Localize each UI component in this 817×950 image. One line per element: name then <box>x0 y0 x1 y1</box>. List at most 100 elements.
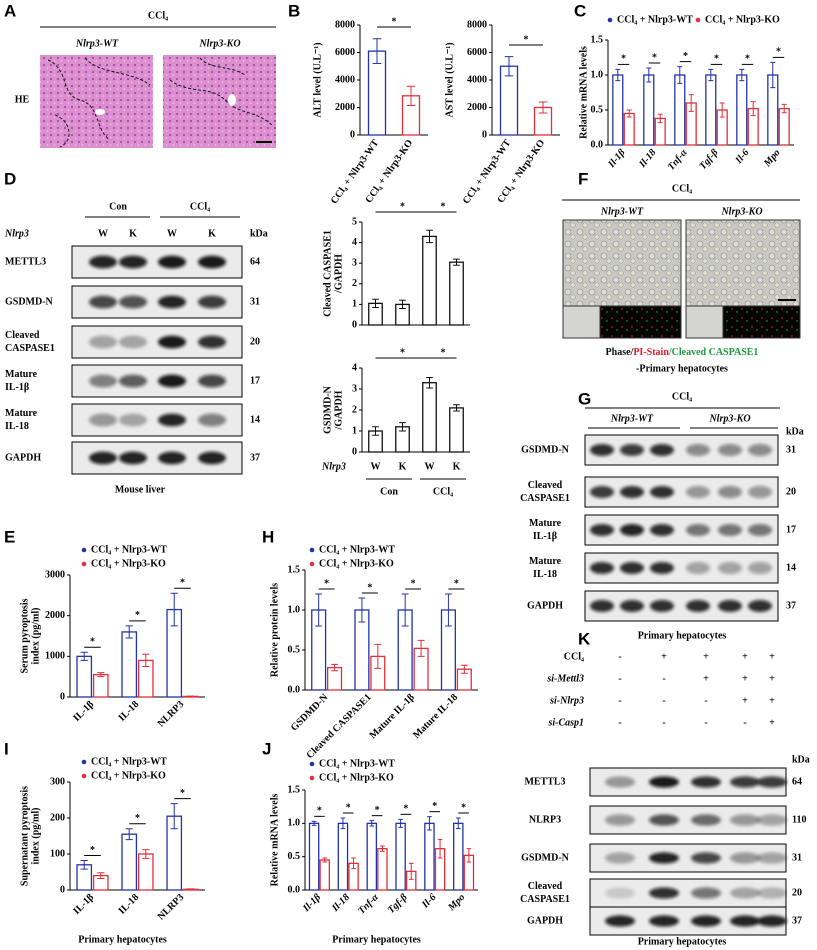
band <box>718 600 742 612</box>
row-label: IL-18 <box>5 421 29 432</box>
bar <box>319 859 330 891</box>
row-label: HE <box>15 94 30 105</box>
band <box>686 562 710 574</box>
condition-label: si-Casp1 <box>547 717 584 728</box>
error-bar <box>750 101 756 117</box>
error-bar <box>311 820 317 826</box>
significance-label: * <box>776 47 781 58</box>
row-label: Cleaved <box>5 330 40 341</box>
condition-label: si-Nlrp3 <box>549 695 584 706</box>
kda-unit: kDa <box>792 754 810 765</box>
band <box>730 915 760 927</box>
band <box>718 524 742 536</box>
error-bar <box>460 664 468 674</box>
band <box>748 600 772 612</box>
kda-value: 20 <box>250 336 260 347</box>
error-bar <box>187 888 195 891</box>
error-bar <box>426 376 433 389</box>
y-tick-label: 1.0 <box>591 69 604 80</box>
condition-mark: + <box>703 673 709 684</box>
band <box>89 295 117 309</box>
error-bar <box>80 859 88 870</box>
kda-value: 37 <box>786 600 796 611</box>
band <box>718 444 742 456</box>
band <box>650 486 674 498</box>
group-label: CCl₄ <box>433 486 453 497</box>
histology-image <box>40 55 153 148</box>
row-label: Mature <box>5 369 38 380</box>
x-tick-label: Mpo <box>445 892 467 914</box>
significance-label: * <box>400 347 405 358</box>
band <box>158 255 186 269</box>
band <box>119 335 147 349</box>
condition-mark: + <box>769 695 775 706</box>
bar <box>137 853 154 891</box>
band <box>89 335 117 349</box>
band <box>89 255 117 269</box>
band <box>686 486 710 498</box>
error-bar <box>646 67 652 83</box>
band <box>119 451 147 465</box>
row-label: NLRP3 <box>529 814 561 825</box>
vessel <box>95 109 105 115</box>
lane-label: K <box>208 228 216 239</box>
band <box>757 776 787 788</box>
significance-label: * <box>714 54 719 65</box>
x-tick-label: Il-6 <box>733 147 752 166</box>
x-tick-label: NLRP3 <box>156 699 187 730</box>
y-tick-label: 1.5 <box>288 784 301 795</box>
group-label: CCl₄ <box>190 201 210 212</box>
kda-value: 31 <box>792 852 802 863</box>
bar <box>395 822 406 891</box>
condition-mark: - <box>618 651 621 662</box>
vessel <box>228 94 236 106</box>
significance-label: * <box>367 582 372 593</box>
caption-part: /Cleaved CASPASE1 <box>668 347 759 358</box>
row-label: GSDMD-N <box>521 852 570 863</box>
y-tick-label: 0 <box>352 446 357 457</box>
bar <box>308 822 320 891</box>
bar <box>92 673 109 698</box>
condition-label: si-Mettl3 <box>546 673 584 684</box>
error-bar <box>399 422 406 432</box>
y-axis-label: ALT level (U.L⁻¹) <box>312 42 323 117</box>
error-bar <box>97 672 105 678</box>
error-bar <box>626 109 632 118</box>
legend-marker <box>309 775 315 781</box>
band <box>691 887 721 899</box>
band <box>605 814 635 826</box>
error-bar <box>142 653 150 667</box>
error-bar <box>719 102 725 118</box>
error-bar <box>408 862 414 880</box>
column-label: Nlrp3-WT <box>600 206 644 217</box>
row-label: METTL3 <box>5 256 46 267</box>
band <box>158 374 186 388</box>
row-label: GAPDH <box>527 915 563 926</box>
band <box>198 295 226 309</box>
error-bar <box>437 838 443 859</box>
condition-mark: + <box>661 651 667 662</box>
legend-label: CCl₄ + Nlrp3-WT <box>91 544 167 555</box>
y-tick-label: 1.5 <box>288 564 301 575</box>
error-bar <box>453 258 460 266</box>
band <box>650 600 674 612</box>
band <box>649 915 679 927</box>
bar <box>674 74 686 146</box>
kda-value: 31 <box>250 296 260 307</box>
x-tick-label: IL-1β <box>71 892 96 917</box>
significance-label: * <box>524 34 529 45</box>
band <box>590 444 614 456</box>
x-tick-label: Il-18 <box>329 892 352 915</box>
condition-mark: - <box>704 717 707 728</box>
band <box>119 295 147 309</box>
band <box>718 486 742 498</box>
band <box>605 776 635 788</box>
genotype-label: Nlrp3 <box>4 228 29 239</box>
kda-value: 20 <box>786 486 796 497</box>
significance-label: * <box>324 578 329 589</box>
significance-label: * <box>135 610 140 621</box>
significance-label: * <box>135 813 140 824</box>
legend-marker <box>81 759 87 765</box>
legend-label: CCl₄ + Nlrp3-WT <box>91 756 167 767</box>
